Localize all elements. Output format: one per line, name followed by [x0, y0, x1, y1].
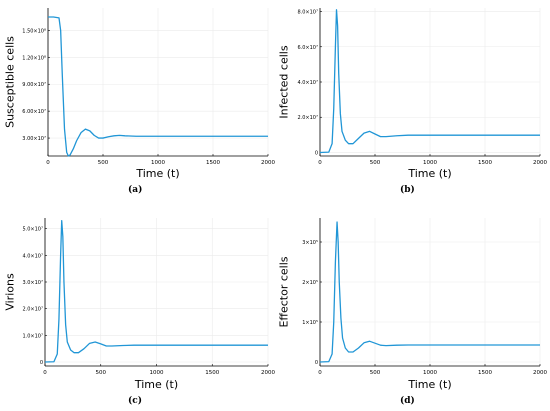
- y-tick-label: 0: [315, 360, 318, 366]
- x-tick-label: 2000: [533, 160, 547, 166]
- x-tick-label: 2000: [261, 160, 275, 166]
- series-line: [48, 16, 268, 157]
- y-tick-label: 9.00×10⁷: [22, 82, 46, 88]
- panel-label-b: (b): [400, 185, 415, 195]
- x-tick-label: 0: [43, 370, 47, 376]
- y-tick-label: 4.0×10⁷: [22, 253, 43, 259]
- y-tick-label: 6.00×10⁷: [22, 109, 46, 115]
- x-axis-label: Time (t): [407, 378, 451, 391]
- x-axis-label: Time (t): [135, 167, 179, 180]
- y-tick-label: 4.0×10⁷: [297, 80, 318, 86]
- series-line: [319, 221, 540, 363]
- x-axis-label: Time (t): [134, 378, 178, 391]
- y-tick-label: 6.0×10⁷: [297, 45, 318, 51]
- y-axis-label: Susceptible cells: [4, 36, 17, 128]
- x-tick-label: 2000: [261, 370, 275, 376]
- x-tick-label: 0: [46, 160, 50, 166]
- x-tick-label: 500: [370, 370, 381, 376]
- y-tick-label: 2×10⁵: [302, 280, 318, 286]
- y-tick-label: 2.0×10⁷: [297, 115, 318, 121]
- x-tick-label: 2000: [533, 370, 547, 376]
- y-tick-label: 2.0×10⁷: [22, 307, 43, 313]
- x-tick-label: 0: [318, 160, 322, 166]
- x-tick-label: 1000: [151, 160, 165, 166]
- y-tick-label: 1×10⁵: [302, 320, 318, 326]
- x-tick-label: 1000: [423, 370, 437, 376]
- y-axis-label: Effector cells: [278, 256, 291, 327]
- y-tick-label: 8.0×10⁷: [297, 10, 318, 16]
- x-tick-label: 500: [370, 160, 381, 166]
- panel-label-c: (c): [128, 396, 142, 406]
- y-tick-label: 0: [315, 150, 318, 156]
- y-tick-label: 1.0×10⁷: [22, 333, 43, 339]
- series-line: [319, 9, 540, 154]
- chart-panel-a: 0 500 1000 1500 2000 3.00×10⁷ 6.00×10⁷ 9.00×10⁷…: [4, 8, 275, 180]
- x-tick-label: 500: [98, 160, 109, 166]
- y-tick-label: 0: [40, 360, 43, 366]
- x-tick-label: 1000: [150, 370, 164, 376]
- x-tick-label: 1500: [206, 160, 220, 166]
- chart-panel-c: 0 500 1000 1500 2000 0 1.0×10⁷ 2.0×10⁷ 3.0×10⁷ 4.…: [4, 218, 275, 391]
- panel-label-a: (a): [128, 185, 143, 195]
- panel-label-d: (d): [400, 396, 415, 406]
- x-axis-label: Time (t): [407, 167, 451, 180]
- y-tick-label: 3.00×10⁷: [22, 136, 46, 142]
- series-line: [44, 220, 268, 363]
- y-tick-label: 1.20×10⁸: [22, 55, 46, 61]
- y-axis-label: Virions: [4, 273, 17, 311]
- x-tick-label: 1500: [205, 370, 219, 376]
- x-tick-label: 500: [96, 370, 107, 376]
- y-axis-label: Infected cells: [278, 45, 291, 118]
- x-tick-label: 1500: [478, 370, 492, 376]
- x-tick-label: 1000: [423, 160, 437, 166]
- y-tick-label: 3×10⁵: [302, 240, 318, 246]
- y-tick-label: 1.50×10⁸: [22, 28, 46, 34]
- x-tick-label: 1500: [478, 160, 492, 166]
- y-tick-label: 3.0×10⁷: [22, 280, 43, 286]
- y-tick-label: 5.0×10⁷: [22, 227, 43, 233]
- chart-panel-d: 0 500 1000 1500 2000 0 1×10⁵ 2×10⁵ 3×10⁵ Time (t)…: [278, 218, 547, 391]
- chart-panel-b: 0 500 1000 1500 2000 0 2.0×10⁷ 4.0×10⁷ 6.0×10⁷ 8.…: [278, 8, 547, 180]
- x-tick-label: 0: [318, 370, 322, 376]
